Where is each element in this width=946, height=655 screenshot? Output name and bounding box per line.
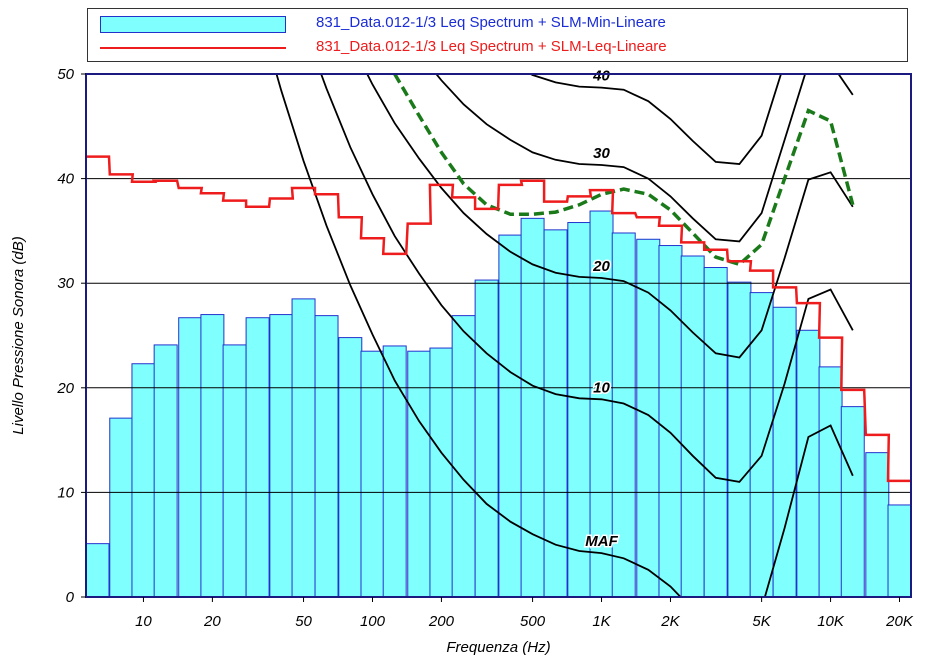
bar: [796, 329, 821, 598]
bar: [840, 406, 865, 598]
bar: [727, 281, 752, 598]
contour-curve: [435, 74, 854, 243]
x-tick-label: 200: [428, 613, 455, 630]
bar: [451, 315, 476, 598]
bar: [382, 345, 407, 598]
bar: [291, 298, 316, 598]
contour-label: 10: [593, 379, 610, 396]
y-tick-label: 50: [57, 66, 74, 83]
contour-label: 30: [593, 145, 610, 162]
contour-label: MAF: [585, 533, 618, 550]
bar: [474, 279, 499, 598]
bar: [658, 245, 683, 598]
bar: [200, 314, 225, 598]
y-tick-label: 0: [66, 589, 75, 606]
y-tick-label: 20: [56, 380, 74, 397]
bar: [85, 543, 110, 598]
x-tick-label: 100: [360, 613, 386, 630]
dashed-curve: [393, 74, 855, 267]
loudness-contours: [275, 74, 854, 597]
bar: [498, 234, 523, 598]
legend-label-leq: 831_Data.012-1/3 Leq Spectrum + SLM-Leq-…: [316, 38, 667, 55]
leq-step-line: [86, 155, 911, 483]
y-axis-title: Livello Pressione Sonora (dB): [10, 236, 27, 434]
bar: [269, 314, 294, 598]
contour-curve: [320, 74, 854, 483]
bar: [109, 417, 134, 598]
bar: [520, 217, 545, 598]
bar: [887, 504, 912, 598]
bar: [153, 344, 178, 598]
bar: [703, 267, 728, 598]
x-tick-label: 1K: [592, 613, 611, 630]
y-tick-label: 30: [57, 275, 74, 292]
x-axis-title: Frequenza (Hz): [446, 639, 550, 655]
bar: [338, 337, 363, 598]
contour-label: 20: [592, 258, 610, 275]
legend-swatch-bar: [100, 16, 286, 33]
contour-curve: [275, 74, 854, 597]
bar: [429, 347, 454, 598]
bar: [222, 344, 247, 598]
bar: [680, 255, 705, 598]
legend-item-min: 831_Data.012-1/3 Leq Spectrum + SLM-Min-…: [88, 12, 907, 36]
y-tick-label: 10: [57, 484, 74, 501]
bar: [314, 315, 339, 598]
bar: [865, 452, 890, 598]
contour-label: 40: [592, 68, 610, 85]
y-tick-label: 40: [57, 171, 74, 188]
legend: 831_Data.012-1/3 Leq Spectrum + SLM-Min-…: [87, 8, 908, 62]
bar: [749, 292, 774, 598]
contour-curve: [366, 74, 854, 359]
bar: [818, 366, 843, 598]
bar: [131, 363, 156, 598]
x-tick-label: 500: [520, 613, 546, 630]
x-tick-label: 20K: [885, 613, 914, 630]
bar: [245, 317, 270, 598]
legend-item-leq: 831_Data.012-1/3 Leq Spectrum + SLM-Leq-…: [88, 36, 907, 60]
x-tick-label: 10: [135, 613, 152, 630]
x-tick-label: 2K: [660, 613, 680, 630]
x-tick-label: 20: [203, 613, 221, 630]
bar: [178, 317, 203, 598]
legend-swatch-line: [100, 47, 286, 49]
x-tick-label: 10K: [817, 613, 845, 630]
x-tick-label: 50: [295, 613, 312, 630]
legend-label-min: 831_Data.012-1/3 Leq Spectrum + SLM-Min-…: [316, 14, 666, 31]
plot-frame: [85, 73, 912, 598]
x-tick-label: 5K: [752, 613, 771, 630]
